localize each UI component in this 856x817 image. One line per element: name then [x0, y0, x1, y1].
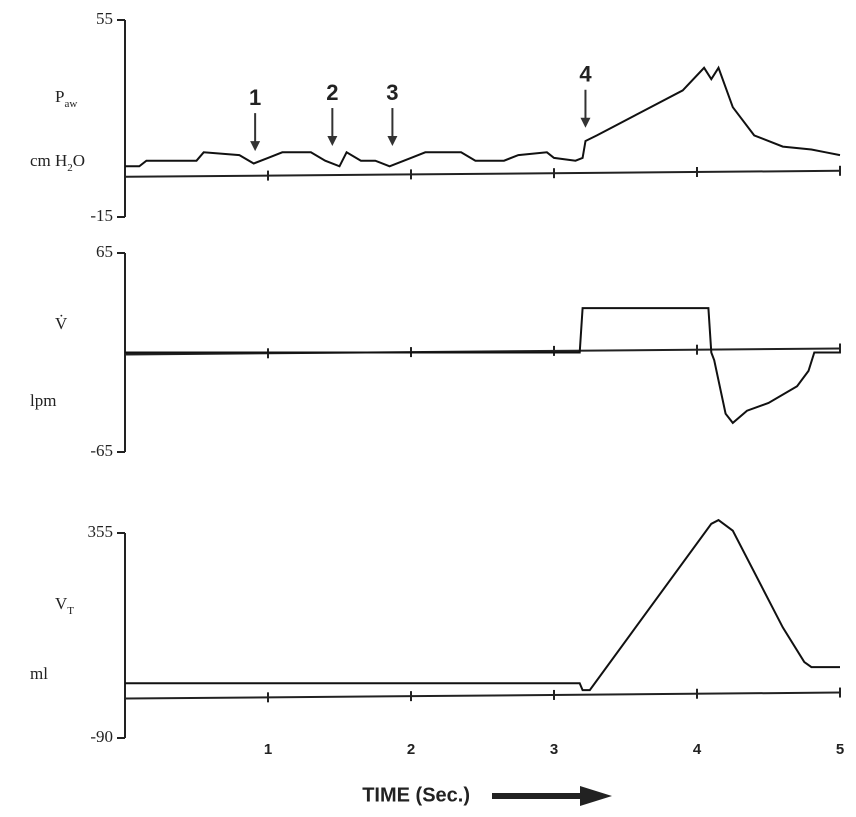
- trace: [125, 518, 840, 692]
- annotation-label: 4: [579, 62, 592, 87]
- time-arrow-head: [580, 786, 612, 806]
- zero-line: [124, 169, 841, 178]
- y-axis-unit-part: cm H: [30, 151, 67, 170]
- zero-line: [124, 691, 841, 700]
- annotation-arrow-head: [327, 136, 338, 147]
- y-tick-label: -15: [90, 206, 113, 225]
- y-axis-unit: ml: [30, 664, 48, 683]
- annotation-arrow-head: [387, 136, 398, 147]
- x-axis-title: TIME (Sec.): [362, 784, 470, 806]
- x-tick-label: 3: [550, 741, 558, 758]
- x-tick-label: 1: [264, 741, 272, 758]
- x-tick-label: 2: [407, 741, 415, 758]
- y-tick-label: -90: [90, 727, 113, 746]
- y-axis-unit-part: ml: [30, 664, 48, 683]
- y-tick-label: 355: [88, 522, 114, 541]
- annotation-label: 1: [249, 85, 261, 110]
- y-axis-label: V̇: [55, 314, 68, 333]
- y-axis-label: Paw: [55, 87, 77, 110]
- y-tick-label: 55: [96, 9, 113, 28]
- y-axis-unit: cm H2O: [30, 151, 85, 174]
- annotation-arrow-head: [580, 117, 591, 128]
- trace: [125, 65, 841, 168]
- x-tick-label: 5: [836, 741, 844, 758]
- x-tick-label: 4: [693, 741, 702, 758]
- y-axis-label-part: aw: [64, 98, 77, 110]
- trace: [125, 307, 840, 425]
- y-axis-unit-part: 2: [67, 162, 73, 174]
- y-axis-label-part: P: [55, 87, 64, 106]
- y-axis-label-part: T: [67, 605, 74, 617]
- y-tick-label: -65: [90, 441, 113, 460]
- annotation-label: 3: [386, 80, 398, 105]
- y-axis-label-part: V̇: [55, 314, 68, 333]
- y-axis-unit-part: lpm: [30, 391, 56, 410]
- annotation-label: 2: [326, 80, 338, 105]
- y-tick-label: 65: [96, 242, 113, 261]
- annotation-arrow-head: [250, 141, 261, 152]
- y-axis-label: VT: [55, 594, 74, 617]
- y-axis-unit-part: O: [73, 151, 85, 170]
- y-axis-unit: lpm: [30, 391, 56, 410]
- y-axis-label-part: V: [55, 594, 68, 613]
